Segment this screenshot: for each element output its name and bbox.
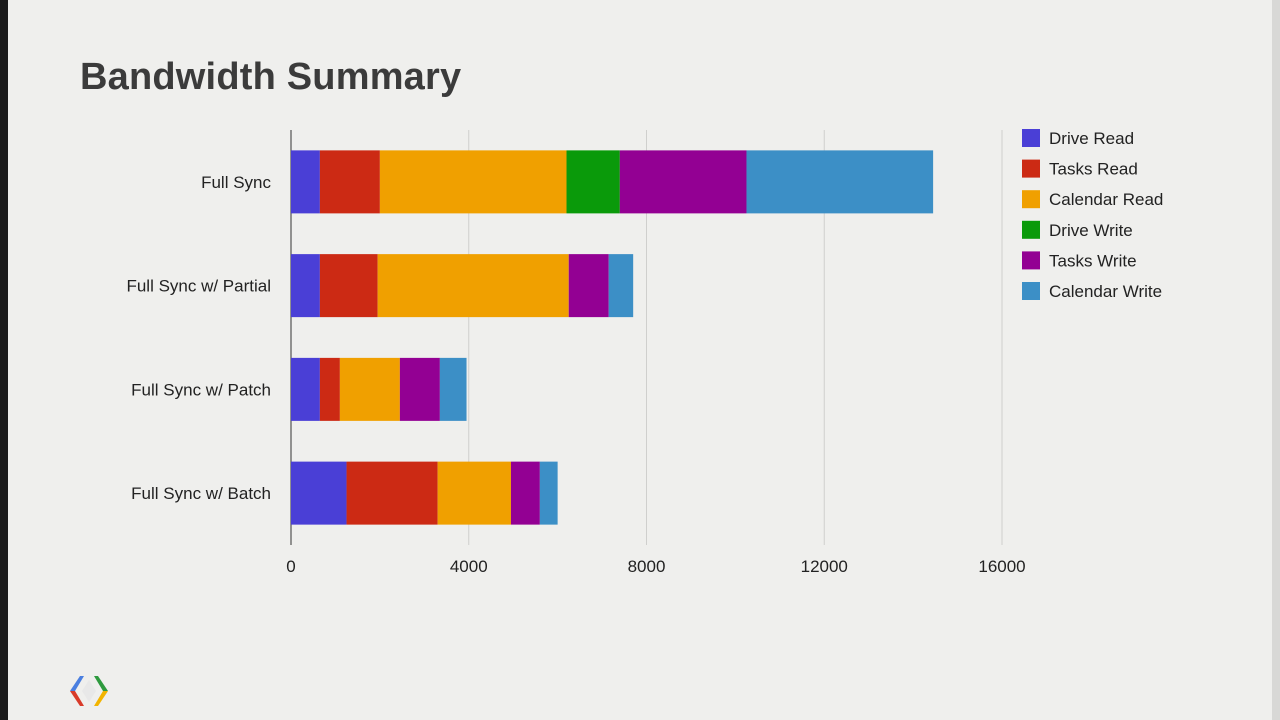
bar-segment — [399, 357, 440, 421]
bar-segment — [319, 254, 378, 318]
bar-segment — [291, 357, 320, 421]
legend-label: Tasks Read — [1049, 160, 1138, 179]
bar-segment — [379, 150, 567, 214]
category-label: Full Sync — [201, 173, 271, 192]
bar-segment — [566, 150, 620, 214]
x-tick-label: 16000 — [978, 557, 1025, 576]
bar-segment — [439, 357, 467, 421]
slide — [8, 0, 1272, 720]
legend-label: Calendar Read — [1049, 190, 1163, 209]
bar-segment — [291, 461, 347, 525]
bar-segment — [510, 461, 540, 525]
legend-label: Drive Write — [1049, 221, 1133, 240]
legend-swatch — [1022, 190, 1040, 209]
x-tick-label: 8000 — [628, 557, 666, 576]
bar-segment — [539, 461, 558, 525]
left-screen-edge — [0, 0, 8, 720]
bar-segment — [746, 150, 934, 214]
bar-segment — [619, 150, 747, 214]
legend-label: Calendar Write — [1049, 282, 1162, 301]
category-label: Full Sync w/ Patch — [131, 380, 271, 399]
bar-segment — [377, 254, 569, 318]
bar-segment — [346, 461, 438, 525]
right-screen-edge — [1272, 0, 1280, 720]
x-tick-label: 12000 — [801, 557, 848, 576]
bar-segment — [319, 150, 380, 214]
x-tick-label: 0 — [286, 557, 295, 576]
google-developers-logo-icon — [70, 676, 108, 706]
bar-segment — [339, 357, 400, 421]
bar-segment — [437, 461, 511, 525]
legend-swatch — [1022, 159, 1040, 178]
slide-title: Bandwidth Summary — [80, 56, 462, 98]
x-tick-label: 4000 — [450, 557, 488, 576]
legend-swatch — [1022, 220, 1040, 239]
bar-segment — [568, 254, 609, 318]
category-label: Full Sync w/ Batch — [131, 484, 271, 503]
legend-swatch — [1022, 129, 1040, 147]
bar-segment — [291, 150, 320, 214]
legend-swatch — [1022, 282, 1040, 300]
bar-segment — [608, 254, 634, 318]
legend-swatch — [1022, 251, 1040, 270]
category-label: Full Sync w/ Partial — [126, 277, 271, 296]
bar-segment — [291, 254, 320, 318]
legend-label: Tasks Write — [1049, 251, 1137, 270]
legend-label: Drive Read — [1049, 129, 1134, 148]
bar-segment — [319, 357, 340, 421]
